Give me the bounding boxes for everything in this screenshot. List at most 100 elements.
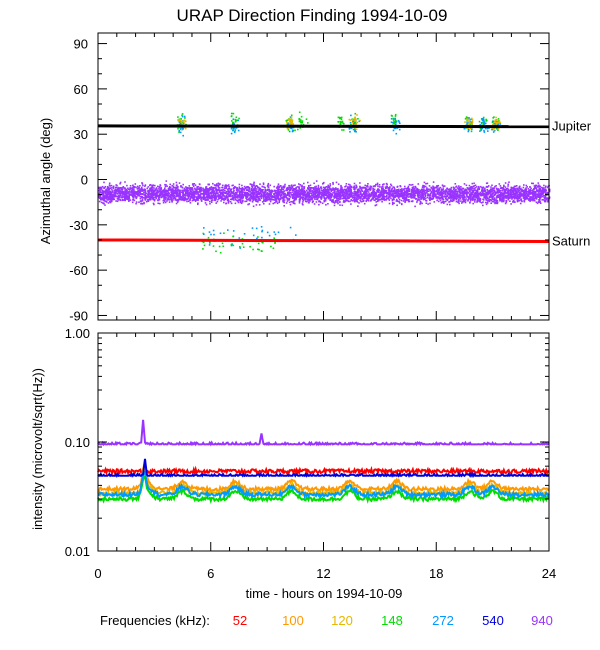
azimuth-point: [184, 189, 186, 192]
azimuth-point: [165, 180, 168, 182]
azimuth-point: [490, 186, 492, 188]
azimuth-point: [230, 195, 232, 198]
azimuth-point: [172, 197, 175, 200]
azimuth-point: [526, 194, 529, 196]
azimuth-point: [299, 184, 301, 186]
azimuth-point: [144, 188, 146, 191]
azimuth-point: [454, 190, 456, 192]
azimuth-point: [179, 194, 182, 196]
azimuth-point: [210, 196, 213, 199]
azimuth-point: [505, 188, 508, 190]
azimuth-point: [301, 203, 304, 205]
azimuth-point: [437, 191, 439, 193]
azimuth-point: [289, 196, 292, 198]
azimuth-point: [192, 192, 194, 195]
azimuth-point: [168, 187, 170, 189]
azimuth-point: [373, 193, 376, 195]
azimuth-point: [530, 187, 532, 190]
azimuth-point: [515, 196, 518, 199]
azimuth-point: [487, 193, 490, 195]
azimuth-point: [204, 190, 207, 192]
azimuth-point: [334, 194, 337, 196]
azimuth-point: [280, 186, 283, 189]
azimuth-point: [184, 193, 186, 196]
azimuth-point: [355, 196, 357, 198]
azimuth-point: [141, 195, 144, 198]
azimuth-point: [354, 194, 356, 196]
azimuth-point: [500, 192, 502, 194]
azimuth-point: [221, 195, 224, 197]
azimuth-point: [497, 194, 500, 197]
azimuth-point: [255, 190, 257, 192]
azimuth-point: [228, 186, 231, 188]
azimuth-point: [388, 196, 390, 198]
azimuth-point: [126, 195, 129, 197]
azimuth-point: [241, 187, 243, 190]
azimuth-point: [317, 184, 320, 187]
azimuth-point: [338, 193, 340, 195]
azimuth-point: [442, 192, 445, 195]
azimuth-point: [403, 188, 405, 190]
azimuth-point: [252, 197, 255, 199]
azimuth-point: [301, 197, 304, 199]
azimuth-point: [185, 191, 187, 193]
azimuth-point: [396, 195, 399, 197]
azimuth-point: [368, 188, 370, 191]
azimuth-point: [289, 192, 292, 194]
azimuth-point: [224, 189, 226, 192]
azimuth-point: [542, 193, 544, 196]
azimuth-point: [307, 181, 309, 184]
azimuth-point: [259, 188, 262, 191]
azimuth-point: [535, 187, 538, 190]
azimuth-point: [196, 188, 198, 191]
azimuth-point: [109, 187, 112, 189]
azimuth-point: [545, 189, 547, 192]
azimuth-point: [125, 193, 128, 196]
azimuth-point: [124, 187, 126, 189]
azimuth-point: [388, 191, 391, 194]
azimuth-point: [423, 196, 425, 199]
azimuth-point: [98, 200, 101, 203]
azimuth-point: [180, 196, 183, 198]
azimuth-point: [141, 182, 143, 184]
azimuth-point: [424, 193, 426, 196]
azimuth-point: [461, 198, 464, 200]
azimuth-point: [415, 198, 418, 200]
azimuth-point: [185, 194, 187, 197]
azimuth-point: [274, 195, 276, 197]
azimuth-point: [484, 196, 486, 198]
azimuth-point: [470, 192, 473, 195]
azimuth-point: [416, 188, 419, 190]
azimuth-point: [377, 185, 379, 188]
azimuth-point: [147, 193, 149, 196]
azimuth-point: [200, 199, 203, 202]
azimuth-point: [300, 196, 303, 198]
azimuth-point: [331, 199, 333, 202]
azimuth-point: [202, 193, 204, 196]
azimuth-point: [508, 197, 511, 199]
azimuth-point: [440, 197, 442, 199]
azimuth-point: [337, 199, 340, 202]
azimuth-point: [462, 187, 465, 190]
azimuth-point: [195, 189, 198, 191]
azimuth-point: [320, 186, 322, 188]
azimuth-point: [121, 199, 124, 202]
azimuth-point: [271, 191, 273, 194]
azimuth-point: [276, 187, 278, 189]
azimuth-point: [409, 193, 412, 195]
azimuth-point: [541, 186, 543, 189]
azimuth-point: [259, 191, 262, 194]
azimuth-point: [399, 190, 401, 192]
azimuth-point: [111, 195, 113, 198]
azimuth-point: [204, 197, 206, 199]
azimuth-point: [221, 198, 224, 201]
azimuth-point: [307, 188, 310, 191]
azimuth-point: [351, 199, 354, 202]
azimuth-point: [512, 200, 514, 202]
azimuth-point: [173, 194, 176, 197]
azimuth-point: [176, 201, 179, 203]
azimuth-point: [376, 182, 379, 185]
azimuth-point: [113, 189, 116, 192]
azimuth-point: [268, 196, 271, 199]
azimuth-point: [251, 201, 254, 203]
